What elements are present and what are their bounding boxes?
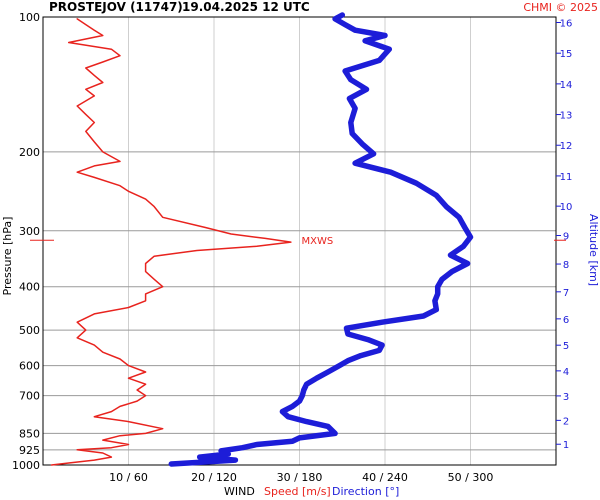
speed-label: Speed [m/s] xyxy=(264,485,331,498)
x-tick-label: 10 / 60 xyxy=(109,471,148,484)
x-tick-label: 30 / 180 xyxy=(277,471,323,484)
altitude-tick-label: 15 xyxy=(560,49,573,60)
altitude-tick-label: 11 xyxy=(560,172,573,183)
altitude-axis-label: Altitude [km] xyxy=(587,214,600,286)
direction-series-line xyxy=(168,12,474,467)
altitude-tick-label: 10 xyxy=(560,202,573,213)
plot-frame xyxy=(42,16,557,466)
pressure-axis: 100 200 300 400 500 600 700 850 925 1000 xyxy=(12,11,40,472)
altitude-tick-label: 2 xyxy=(563,416,569,427)
y-tick-label: 600 xyxy=(19,360,40,373)
altitude-tick-label: 1 xyxy=(563,440,569,451)
copyright: CHMI © 2025 xyxy=(523,1,598,14)
station-title: PROSTEJOV (11747) xyxy=(49,0,183,14)
y-tick-label: 200 xyxy=(19,146,40,159)
altitude-tick-label: 6 xyxy=(563,315,569,326)
altitude-tick-label: 9 xyxy=(563,232,569,243)
altitude-tick-label: 3 xyxy=(563,392,569,403)
direction-label: Direction [°] xyxy=(332,485,399,498)
altitude-tick-label: 13 xyxy=(560,111,573,122)
altitude-tick-label: 8 xyxy=(563,260,569,271)
altitude-tick-label: 4 xyxy=(563,367,569,378)
y-tick-label: 850 xyxy=(19,427,40,440)
y-tick-label: 925 xyxy=(19,444,40,457)
x-tick-label: 40 / 240 xyxy=(362,471,408,484)
series-layer xyxy=(50,12,474,467)
y-tick-label: 100 xyxy=(19,11,40,24)
datetime-title: 19.04.2025 12 UTC xyxy=(182,0,310,14)
x-tick-label: 50 / 300 xyxy=(448,471,494,484)
max-wind-label: MXWS xyxy=(302,236,334,247)
y-tick-label: 400 xyxy=(19,281,40,294)
max-wind-marker: MXWS xyxy=(30,236,566,247)
x-tick-label: 20 / 120 xyxy=(191,471,237,484)
altitude-tick-label: 7 xyxy=(563,288,569,299)
y-tick-label: 500 xyxy=(19,324,40,337)
wind-label: WIND xyxy=(224,485,255,498)
altitude-tick-label: 16 xyxy=(560,19,573,30)
speed-series-line xyxy=(50,18,292,466)
wind-axis: 10 / 60 20 / 120 30 / 180 40 / 240 50 / 300 xyxy=(109,471,493,484)
y-tick-label: 700 xyxy=(19,390,40,403)
pressure-axis-label: Pressure [hPa] xyxy=(1,217,14,296)
altitude-tick-label: 14 xyxy=(560,80,573,91)
y-tick-label: 1000 xyxy=(12,459,40,472)
y-tick-label: 300 xyxy=(19,225,40,238)
altitude-tick-label: 5 xyxy=(563,341,569,352)
altitude-tick-label: 12 xyxy=(560,141,573,152)
